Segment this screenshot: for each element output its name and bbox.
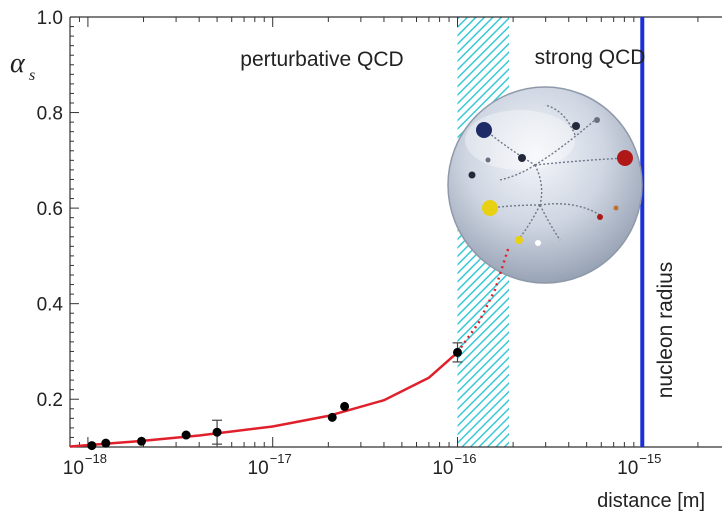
data-point — [327, 412, 337, 422]
data-point-marker — [327, 412, 337, 422]
data-point-marker — [452, 347, 462, 357]
data-point — [212, 419, 223, 445]
x-axis-title: distance [m] — [597, 490, 705, 512]
data-point-marker — [87, 441, 97, 451]
x-tick-mantissa: 10 — [432, 458, 453, 479]
fit-curve-solid — [69, 351, 459, 448]
x-tick-exponent: −15 — [639, 451, 661, 466]
y-axis-title-subscript: s — [29, 67, 35, 84]
x-tick-label: 10 −15 — [617, 451, 661, 479]
y-tick-label: 0.2 — [37, 390, 63, 411]
data-point — [137, 436, 147, 446]
data-point — [101, 438, 111, 448]
nucleon-illustration — [447, 86, 643, 284]
data-point-marker — [137, 436, 147, 446]
axes — [69, 16, 722, 448]
data-point — [181, 430, 191, 440]
data-point-marker — [101, 438, 111, 448]
tick-labels-layer: 0.20.40.60.81.010 −18 10 −17 10 −16 10 −15 — [37, 8, 662, 479]
data-point-marker — [181, 430, 191, 440]
y-axis-title: α — [10, 48, 26, 79]
x-tick-mantissa: 10 — [248, 458, 269, 479]
strong-qcd-label: strong QCD — [535, 46, 646, 69]
x-tick-label: 10 −16 — [432, 451, 476, 479]
x-tick-mantissa: 10 — [63, 458, 84, 479]
perturbative-qcd-label: perturbative QCD — [240, 48, 403, 71]
data-points-layer — [87, 342, 463, 451]
fit-curve-layer — [69, 245, 511, 448]
x-tick-label: 10 −18 — [63, 451, 107, 479]
nucleon-radius-label: nucleon radius — [654, 262, 677, 399]
data-point — [87, 441, 97, 451]
y-tick-label: 0.4 — [37, 295, 64, 316]
y-tick-label: 0.8 — [37, 104, 63, 125]
fit-curve-dotted — [456, 245, 511, 354]
data-point — [452, 342, 463, 363]
y-tick-label: 1.0 — [37, 8, 63, 29]
data-point — [340, 401, 350, 411]
x-tick-label: 10 −17 — [248, 451, 292, 479]
y-tick-label: 0.6 — [37, 199, 63, 220]
x-tick-exponent: −18 — [85, 451, 107, 466]
x-tick-exponent: −17 — [270, 451, 292, 466]
data-point-marker — [212, 427, 222, 437]
x-tick-mantissa: 10 — [617, 458, 638, 479]
data-point-marker — [340, 401, 350, 411]
x-tick-exponent: −16 — [454, 451, 476, 466]
